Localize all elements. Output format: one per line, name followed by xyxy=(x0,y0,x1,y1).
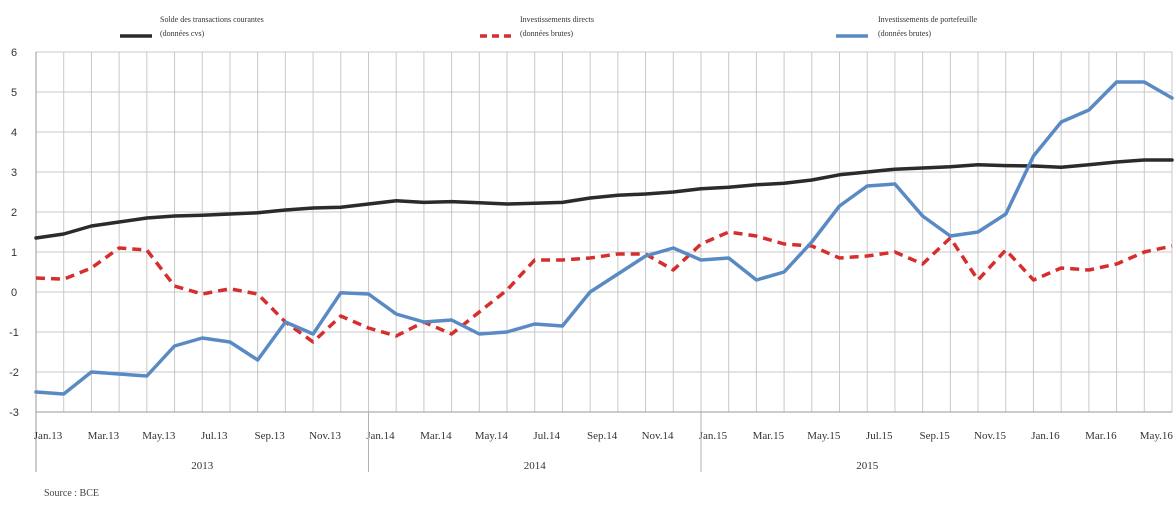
x-tick-label: Jul.14 xyxy=(533,430,560,442)
grid xyxy=(35,51,1173,472)
series-line-2 xyxy=(35,230,1173,344)
legend: Solde des transactions courantes (données… xyxy=(120,15,978,38)
y-tick-label: 2 xyxy=(11,207,17,219)
x-axis: Jan.13 Mar.13 May.13 Jul.13 Sep.13 Nov.13 Jan.… xyxy=(34,430,1174,442)
year-label: 2013 xyxy=(191,460,214,472)
y-axis: -3 -2 -1 0 1 2 3 4 5 6 xyxy=(9,47,19,419)
legend-label: Investissements de portefeuille xyxy=(878,15,978,24)
x-tick-label: Nov.13 xyxy=(309,430,341,442)
y-tick-label: -1 xyxy=(9,327,19,339)
y-tick-label: -2 xyxy=(9,367,19,379)
legend-label: Solde des transactions courantes xyxy=(160,15,264,24)
y-tick-label: 1 xyxy=(11,247,17,259)
x-tick-label: May.14 xyxy=(475,430,509,442)
series-lines xyxy=(34,80,1174,396)
y-tick-label: 4 xyxy=(11,127,17,139)
year-label: 2015 xyxy=(856,460,879,472)
legend-label: (données brutes) xyxy=(520,29,573,38)
x-tick-label: Nov.14 xyxy=(642,430,674,442)
y-tick-label: 6 xyxy=(11,47,17,59)
x-tick-label: Mar.15 xyxy=(753,430,785,442)
legend-label: (données cvs) xyxy=(160,29,205,38)
x-tick-label: Mar.13 xyxy=(88,430,120,442)
source-note: Source : BCE xyxy=(44,488,99,499)
x-tick-label: Jan.16 xyxy=(1031,430,1060,442)
x-tick-label: Mar.16 xyxy=(1085,430,1117,442)
x-tick-label: May.15 xyxy=(807,430,841,442)
x-tick-label: Mar.14 xyxy=(420,430,452,442)
x-tick-label: Jul.13 xyxy=(201,430,228,442)
x-tick-label: Jan.14 xyxy=(366,430,395,442)
x-tick-label: May.16 xyxy=(1140,430,1174,442)
y-tick-label: 3 xyxy=(11,167,17,179)
y-tick-label: 0 xyxy=(11,287,17,299)
x-tick-label: Sep.13 xyxy=(255,430,286,442)
x-tick-label: Jul.15 xyxy=(866,430,893,442)
x-tick-label: Sep.14 xyxy=(587,430,618,442)
x-tick-label: May.13 xyxy=(142,430,176,442)
year-label: 2014 xyxy=(524,460,547,472)
x-tick-label: Nov.15 xyxy=(974,430,1006,442)
y-tick-label: 5 xyxy=(11,87,17,99)
legend-label: Investissements directs xyxy=(520,15,594,24)
x-tick-label: Jan.15 xyxy=(699,430,728,442)
y-tick-label: -3 xyxy=(9,407,19,419)
x-tick-label: Jan.13 xyxy=(34,430,63,442)
series-line-3 xyxy=(34,80,1174,396)
x-tick-label: Sep.15 xyxy=(920,430,951,442)
series-line-1 xyxy=(34,158,1174,240)
year-groups: 2013 2014 2015 xyxy=(191,412,879,472)
legend-label: (données brutes) xyxy=(878,29,931,38)
